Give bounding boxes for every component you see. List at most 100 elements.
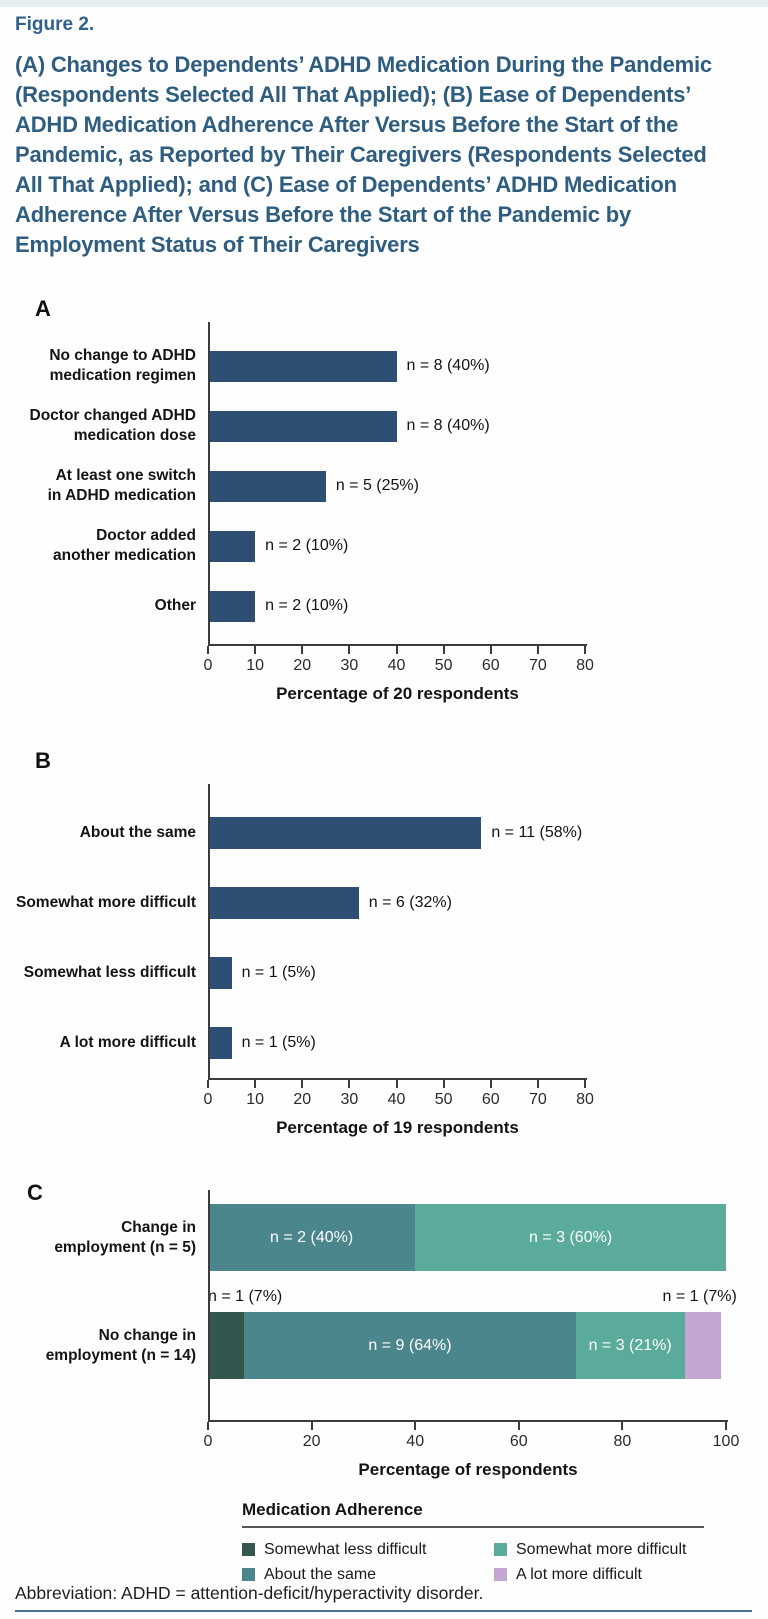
bar-value-label: n = 1 (5%) <box>241 964 316 981</box>
legend-item: A lot more difficult <box>494 1562 704 1587</box>
figure-header: Figure 2. (A) Changes to Dependents’ ADH… <box>15 14 727 260</box>
bar-value-label: n = 3 (60%) <box>529 1228 613 1246</box>
legend-color-swatch <box>242 1543 255 1556</box>
bar-value-label: n = 2 (10%) <box>265 537 349 554</box>
category-label-line: Somewhat more difficult <box>16 894 196 911</box>
bar-value-label: n = 2 (40%) <box>270 1228 354 1246</box>
y-axis-line <box>208 1190 210 1422</box>
x-axis-tick-label: 30 <box>340 1091 359 1108</box>
category-label: Doctor changed ADHD medication dose <box>0 396 208 456</box>
bar-value-label: n = 8 (40%) <box>406 357 490 374</box>
category-label: About the same <box>0 798 208 868</box>
legend-item: About the same <box>242 1562 494 1587</box>
x-axis-tick <box>254 646 257 654</box>
category-label-line: No change in <box>98 1326 196 1344</box>
bar-track: n = 2 (10%) <box>208 530 768 562</box>
x-axis-tick-label: 40 <box>387 1091 406 1108</box>
x-axis: 0 10 20 30 40 50 60 70 80 Percentage of 19 respon… <box>204 1078 594 1148</box>
x-axis-tick <box>584 1080 586 1088</box>
x-axis-title: Percentage of 19 respondents <box>276 1118 519 1137</box>
chart-row: A lot more difficult n = 1 (5%) <box>0 1008 768 1078</box>
x-axis-tick-label: 10 <box>246 1091 265 1108</box>
x-axis-tick <box>536 646 539 654</box>
x-axis-tick <box>489 646 492 654</box>
bar-segment <box>684 1312 721 1379</box>
x-axis-tick <box>207 1422 209 1430</box>
legend-item: Somewhat more difficult <box>494 1537 704 1562</box>
x-axis-tick <box>725 1422 727 1430</box>
chart-row: Somewhat less difficult n = 1 (5%) <box>0 938 768 1008</box>
x-axis-tick <box>395 646 398 654</box>
category-label: Doctor added another medication <box>0 516 208 576</box>
bar-segment <box>208 817 482 849</box>
x-axis-tick-label: 50 <box>434 657 453 674</box>
legend-item-label: Somewhat more difficult <box>516 1540 687 1558</box>
chart-row: No change in employment (n = 14) n = 1 (7%… <box>0 1288 768 1420</box>
legend-item-label: Somewhat less difficult <box>264 1540 427 1558</box>
bar-value-label: n = 1 (5%) <box>241 1034 316 1051</box>
x-axis-tick <box>348 646 351 654</box>
x-axis-tick-label: 70 <box>528 657 547 674</box>
bottom-rule <box>15 1610 752 1612</box>
bar-track: n = 2 (10%) <box>208 590 768 622</box>
chart-row: Change in employment (n = 5) n = 2 (40%) n … <box>0 1204 768 1312</box>
legend-item: Somewhat less difficult <box>242 1537 494 1562</box>
y-axis-line <box>208 784 210 1080</box>
x-axis-tick <box>348 1080 351 1088</box>
chart-row: At least one switch in ADHD medication n =… <box>0 456 768 516</box>
category-label-line: medication regimen <box>49 367 196 384</box>
panel-c-chart: C Change in employment (n = 5) n = 2 (40%) n… <box>0 1180 768 1587</box>
x-axis-tick <box>207 1080 209 1088</box>
category-label-line: employment (n = 5) <box>54 1238 196 1256</box>
x-axis-tick-label: 10 <box>246 657 265 674</box>
x-axis-tick-label: 20 <box>293 1091 312 1108</box>
bar-track: n = 11 (58%) <box>208 817 768 849</box>
bar-segment <box>415 1204 726 1271</box>
x-axis-tick <box>584 646 586 654</box>
x-axis-tick-label: 60 <box>481 657 500 674</box>
chart-row: About the same n = 11 (58%) <box>0 798 768 868</box>
category-label-line: At least one switch <box>55 467 196 484</box>
x-axis-tick-label: 60 <box>481 1091 500 1108</box>
top-border-strip <box>0 0 768 7</box>
category-label-line: medication dose <box>73 427 196 444</box>
x-axis-tick-label: 80 <box>576 1091 594 1108</box>
panel-label-c: C <box>27 1180 43 1205</box>
legend-color-swatch <box>494 1568 507 1581</box>
chart-row: Somewhat more difficult n = 6 (32%) <box>0 868 768 938</box>
category-label: No change to ADHD medication regimen <box>0 336 208 396</box>
bar-track: n = 1 (5%) <box>208 1027 768 1059</box>
category-label-line: Change in <box>121 1218 196 1236</box>
category-label: Somewhat less difficult <box>0 938 208 1008</box>
chart-row: Doctor added another medication n = 2 (10%… <box>0 516 768 576</box>
category-label-line: another medication <box>53 547 196 564</box>
bar-segment <box>208 590 256 622</box>
figure-title: (A) Changes to Dependents’ ADHD Medicati… <box>15 52 712 257</box>
x-axis: 0 20 40 60 80 100 Percentage of respondents <box>204 1420 739 1490</box>
x-axis-tick-label: 100 <box>712 1433 740 1450</box>
x-axis-tick-label: 40 <box>406 1433 425 1450</box>
x-axis-line <box>208 1078 587 1080</box>
x-axis-tick-label: 80 <box>576 657 594 674</box>
medication-adherence-legend: Medication Adherence Somewhat less diffic… <box>242 1500 704 1587</box>
category-label: Change in employment (n = 5) <box>0 1204 208 1271</box>
bar-track: n = 2 (40%) n = 3 (60%) <box>208 1204 726 1271</box>
bar-value-label: n = 11 (58%) <box>491 824 583 841</box>
bar-track: n = 1 (5%) <box>208 957 768 989</box>
legend-item-label: About the same <box>264 1565 377 1583</box>
category-label-line: About the same <box>79 824 196 841</box>
bar-track: n = 8 (40%) <box>208 350 768 382</box>
chart-row: Doctor changed ADHD medication dose n = 8 … <box>0 396 768 456</box>
category-label: Somewhat more difficult <box>0 868 208 938</box>
bar-segment <box>208 1027 232 1059</box>
x-axis-tick <box>310 1422 313 1430</box>
x-axis-tick <box>301 646 304 654</box>
category-label-line: Somewhat less difficult <box>23 964 196 981</box>
panel-label-a: A <box>35 296 51 321</box>
bar-value-label: n = 2 (10%) <box>265 597 349 614</box>
bar-value-label: n = 3 (21%) <box>588 1336 672 1354</box>
bar-segment <box>575 1312 685 1379</box>
x-axis-tick-label: 70 <box>528 1091 547 1108</box>
x-axis-tick <box>442 646 445 654</box>
